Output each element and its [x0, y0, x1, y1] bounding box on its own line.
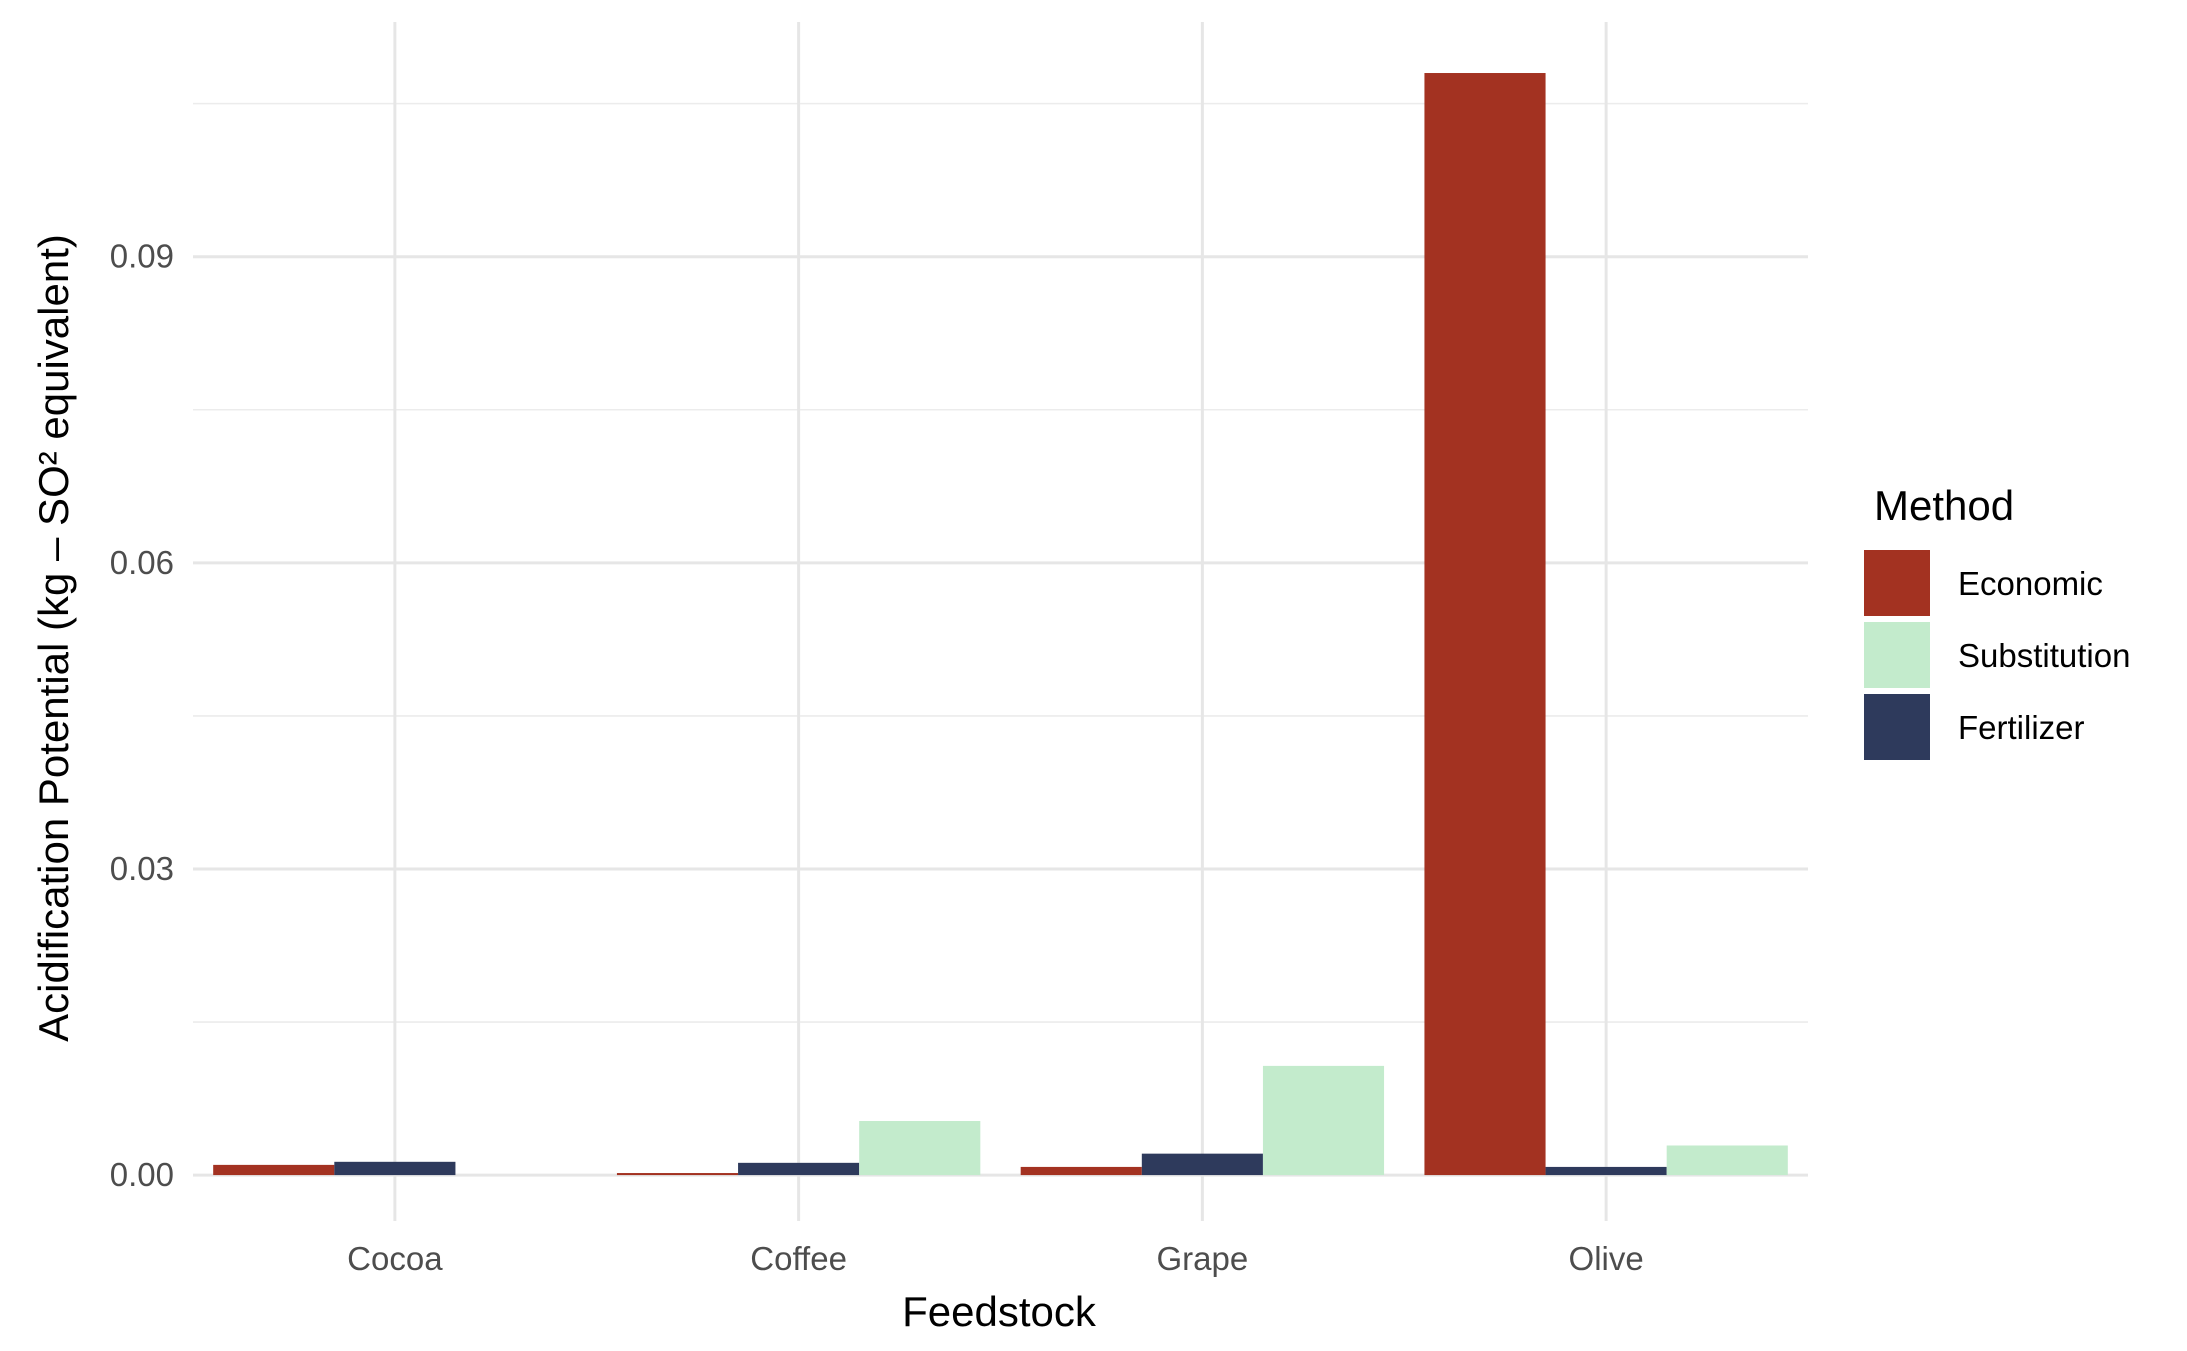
bar-coffee-fertilizer: [738, 1162, 860, 1176]
bar-cocoa-economic: [213, 1164, 335, 1176]
legend-swatch-fertilizer: [1864, 694, 1930, 760]
bars: [213, 73, 1788, 1176]
legend-items: Economic Substitution Fertilizer: [1864, 550, 2130, 760]
y-tick-label: 0.06: [110, 544, 174, 581]
gridlines: [193, 22, 1808, 1221]
bar-olive-substitution: [1666, 1145, 1788, 1176]
y-tick-label: 0.09: [110, 238, 174, 275]
x-tick-label: Grape: [1157, 1240, 1249, 1277]
bar-olive-fertilizer: [1545, 1166, 1667, 1176]
legend-swatch-economic: [1864, 550, 1930, 616]
legend-swatch-substitution: [1864, 622, 1930, 688]
bar-olive-economic: [1424, 73, 1546, 1176]
y-tick-label: 0.00: [110, 1156, 174, 1193]
y-tick-label: 0.03: [110, 850, 174, 887]
x-tick-labels: Cocoa Coffee Grape Olive: [347, 1240, 1644, 1277]
legend: Method Economic Substitution Fertilizer: [1864, 482, 2130, 760]
bar-cocoa-fertilizer: [334, 1161, 456, 1176]
x-tick-label: Olive: [1569, 1240, 1644, 1277]
x-tick-label: Cocoa: [347, 1240, 443, 1277]
y-tick-labels: 0.00 0.03 0.06 0.09: [110, 238, 174, 1193]
bar-grape-substitution: [1262, 1065, 1385, 1176]
x-axis-title: Feedstock: [902, 1288, 1097, 1335]
bar-grape-economic: [1020, 1166, 1142, 1176]
y-axis-title: Acidification Potential (kg – SO² equiva…: [30, 234, 77, 1042]
bar-grape-fertilizer: [1141, 1153, 1263, 1176]
legend-label-economic: Economic: [1958, 565, 2103, 602]
legend-label-fertilizer: Fertilizer: [1958, 709, 2085, 746]
legend-title: Method: [1874, 482, 2014, 529]
bar-coffee-substitution: [859, 1120, 981, 1176]
bar-coffee-economic: [616, 1173, 739, 1176]
x-tick-label: Coffee: [750, 1240, 847, 1277]
legend-label-substitution: Substitution: [1958, 637, 2130, 674]
